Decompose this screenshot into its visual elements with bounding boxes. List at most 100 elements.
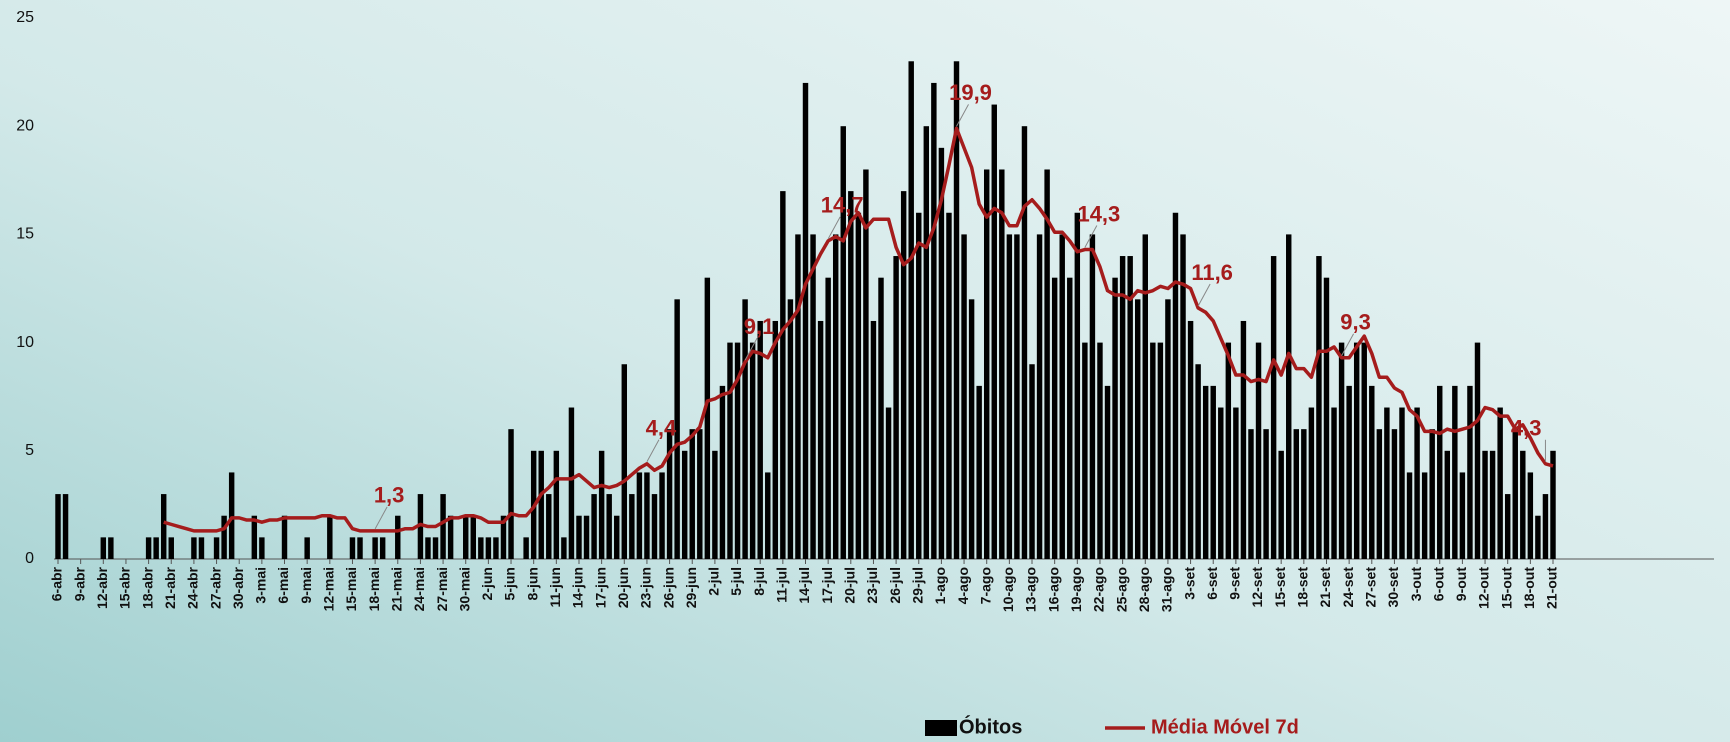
bar [636,472,643,559]
bar [840,126,846,559]
bar [1142,234,1148,559]
x-tick-label: 3-out [1408,567,1424,602]
bar [855,212,862,559]
bar [1512,429,1518,559]
bar [1444,450,1451,559]
bar [704,277,711,559]
x-tick-label: 27-abr [207,566,223,609]
data-label: 9,3 [1340,310,1371,335]
bar [1437,385,1443,559]
bar [1286,234,1292,559]
x-tick-label: 21-mai [388,567,404,611]
x-tick-label: 12-mai [321,567,337,611]
leader-line [1084,225,1098,248]
bar [1535,515,1541,559]
x-tick-label: 17-jul [819,567,835,604]
bar [1331,407,1337,559]
bar [870,320,877,559]
x-tick-label: 25-ago [1113,567,1129,612]
x-tick-label: 23-jul [864,567,880,604]
bar [697,429,703,559]
bar [500,515,507,559]
bar [591,494,597,559]
bar [1520,450,1526,559]
bar [1482,450,1488,559]
bar [749,342,756,559]
bar [568,407,575,559]
bar [916,212,922,559]
bar [757,320,763,559]
bar [153,537,159,559]
bar [1323,277,1330,559]
x-tick-label: 10-ago [1000,567,1016,612]
bar [1497,407,1503,559]
bar [546,494,552,559]
data-label: 14,3 [1077,201,1120,226]
bar [1180,234,1186,559]
bar [1489,450,1496,559]
x-tick-label: 19-ago [1068,567,1084,612]
x-tick-label: 24-mai [411,567,427,611]
bar [281,515,288,559]
x-tick-label: 1-ago [932,567,948,604]
bar [976,385,982,559]
data-label: 1,3 [374,483,405,508]
bar [1369,385,1375,559]
bar [251,515,258,559]
bar [848,191,854,559]
bar [1270,256,1277,559]
x-tick-label: 18-set [1295,567,1311,608]
leader-line [956,104,969,127]
bar [1089,234,1096,559]
bar [508,429,514,559]
bar [1067,277,1073,559]
y-tick-label: 25 [16,9,34,26]
bar [810,234,816,559]
x-tick-label: 22-ago [1091,567,1107,612]
x-tick-label: 30-abr [230,566,246,609]
x-tick-label: 15-mai [343,567,359,611]
bar [213,537,220,559]
bar [1467,385,1473,559]
bar [1021,126,1028,559]
bar [1384,407,1390,559]
x-tick-label: 26-jun [660,567,676,608]
x-tick-label: 6-out [1430,567,1446,602]
bar [259,537,265,559]
bar [168,537,174,559]
x-tick-label: 13-ago [1023,567,1039,612]
bar [938,147,945,559]
bar [999,169,1005,560]
bar [478,537,484,559]
bar [327,515,333,559]
x-tick-label: 2-jun [479,567,495,600]
bar [1474,342,1481,559]
bar [100,537,107,559]
bar [160,494,167,559]
bar [1119,256,1126,559]
bar [1210,385,1216,559]
bar [742,299,748,559]
x-tick-label: 20-jun [615,567,631,608]
leader-line [1197,283,1211,307]
bar [1255,342,1262,559]
legend-label: Óbitos [959,714,1022,738]
y-tick-label: 5 [25,442,34,459]
bar [357,537,363,559]
bar [379,537,386,559]
x-tick-label: 28-ago [1136,567,1152,612]
y-tick-label: 0 [25,550,34,567]
y-tick-label: 15 [16,226,34,243]
bar [145,537,152,559]
bar [1157,342,1164,559]
bar [1429,429,1435,559]
x-tick-label: 6-mai [275,567,291,604]
bar [1504,494,1511,559]
bar [538,450,544,559]
bar [832,234,839,559]
bar [765,472,771,559]
bar [712,450,718,559]
bar [1059,234,1065,559]
bar [1104,385,1111,559]
